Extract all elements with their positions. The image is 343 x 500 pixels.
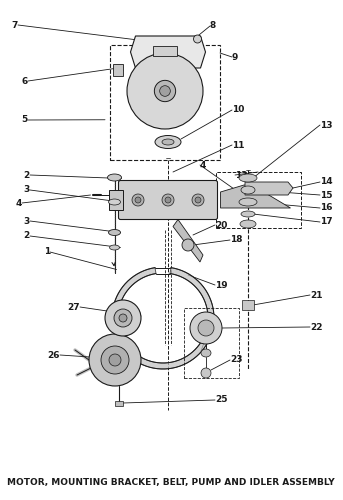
Text: 19: 19	[215, 280, 228, 289]
Bar	[113, 64, 123, 76]
Text: 2: 2	[24, 232, 30, 240]
Text: 14: 14	[320, 178, 333, 186]
Circle shape	[162, 194, 174, 206]
Text: 12: 12	[235, 170, 248, 179]
Ellipse shape	[155, 136, 181, 148]
Text: 17: 17	[320, 218, 333, 226]
Text: 2: 2	[24, 170, 30, 179]
Circle shape	[198, 320, 214, 336]
Ellipse shape	[241, 211, 255, 217]
Polygon shape	[173, 220, 203, 262]
Polygon shape	[130, 36, 205, 68]
Text: 27: 27	[67, 302, 80, 312]
Text: 21: 21	[310, 290, 322, 300]
Bar	[215, 172, 300, 228]
Text: 18: 18	[230, 236, 243, 244]
Text: 13: 13	[320, 120, 332, 130]
Text: 4: 4	[200, 160, 206, 170]
Bar	[184, 308, 239, 378]
Ellipse shape	[107, 174, 121, 181]
Text: 6: 6	[22, 76, 28, 86]
Bar	[110, 45, 220, 160]
Circle shape	[192, 194, 204, 206]
Text: 11: 11	[232, 140, 245, 149]
Circle shape	[195, 197, 201, 203]
Text: 9: 9	[232, 52, 238, 62]
Circle shape	[182, 239, 194, 251]
Text: 26: 26	[47, 350, 60, 360]
Ellipse shape	[201, 349, 211, 357]
Text: 25: 25	[215, 396, 227, 404]
Text: 22: 22	[310, 322, 322, 332]
Text: 5: 5	[22, 116, 28, 124]
Text: 10: 10	[232, 106, 244, 114]
Ellipse shape	[240, 220, 256, 228]
Circle shape	[101, 346, 129, 374]
Circle shape	[190, 312, 222, 344]
Bar	[153, 46, 177, 56]
Bar	[108, 190, 122, 210]
Ellipse shape	[108, 199, 120, 205]
Circle shape	[160, 86, 170, 96]
Ellipse shape	[239, 174, 257, 182]
Ellipse shape	[241, 186, 255, 194]
Polygon shape	[221, 185, 291, 208]
Text: MOTOR, MOUNTING BRACKET, BELT, PUMP AND IDLER ASSEMBLY: MOTOR, MOUNTING BRACKET, BELT, PUMP AND …	[7, 478, 335, 486]
Text: 15: 15	[320, 190, 332, 200]
Bar	[242, 300, 254, 310]
Text: 3: 3	[24, 216, 30, 226]
Text: 20: 20	[215, 220, 227, 230]
Polygon shape	[112, 268, 214, 369]
Text: 16: 16	[320, 204, 332, 212]
Text: 3: 3	[24, 186, 30, 194]
Circle shape	[132, 194, 144, 206]
Text: 7: 7	[12, 20, 18, 30]
Ellipse shape	[108, 230, 120, 235]
Ellipse shape	[239, 198, 257, 206]
Circle shape	[105, 300, 141, 336]
FancyBboxPatch shape	[118, 180, 217, 220]
Circle shape	[114, 309, 132, 327]
Circle shape	[127, 53, 203, 129]
Circle shape	[165, 197, 171, 203]
Circle shape	[119, 314, 127, 322]
Bar	[115, 401, 123, 406]
Circle shape	[154, 80, 176, 102]
Text: 1: 1	[44, 248, 50, 256]
Circle shape	[201, 368, 211, 378]
Circle shape	[109, 354, 121, 366]
Polygon shape	[245, 182, 293, 195]
Circle shape	[89, 334, 141, 386]
Text: 8: 8	[210, 22, 216, 30]
Circle shape	[135, 197, 141, 203]
Ellipse shape	[109, 245, 119, 250]
Circle shape	[193, 35, 201, 43]
Text: 24: 24	[208, 328, 221, 336]
Ellipse shape	[162, 139, 174, 145]
Text: 4: 4	[16, 198, 22, 207]
Text: 23: 23	[230, 356, 243, 364]
